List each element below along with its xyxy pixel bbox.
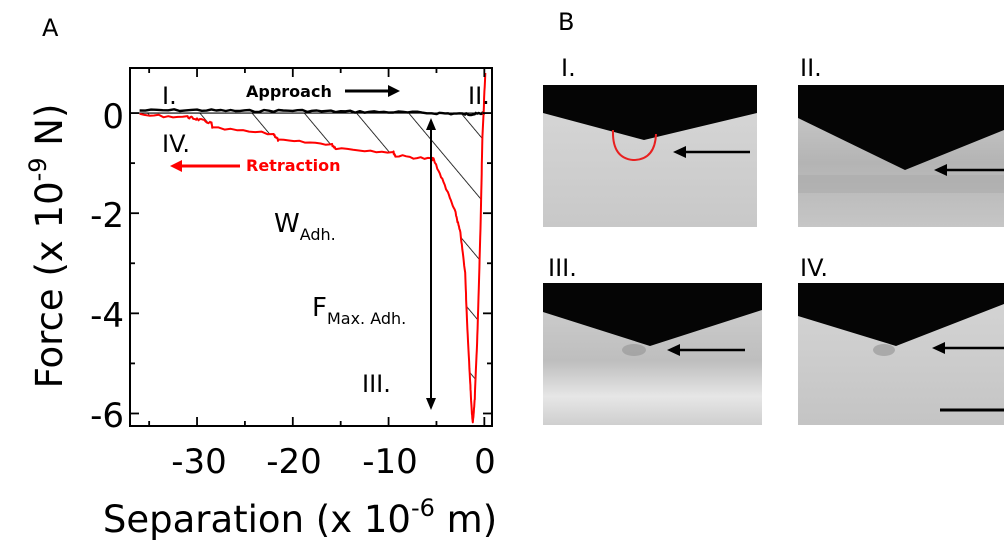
- micrograph-iv: [798, 283, 1004, 425]
- max-adhesion-arrowhead-bottom: [426, 398, 436, 410]
- arrow-icon: [932, 342, 945, 354]
- force-separation-plot: -30 -20 -10 0 0 -2 -4 -6 Separation (x 1…: [24, 67, 497, 541]
- micrograph-ii: [798, 85, 1004, 227]
- image-ii-label: II.: [800, 54, 822, 82]
- panel-b: I. II. III. IV.: [543, 54, 1004, 425]
- panel-a-label: A: [42, 14, 59, 42]
- retraction-curve: [139, 72, 487, 424]
- stage-ii-annotation: II.: [468, 82, 490, 110]
- stage-iv-annotation: IV.: [162, 130, 190, 158]
- image-iii-label: III.: [548, 254, 577, 282]
- y-tick-label: -4: [90, 296, 124, 336]
- arrow-icon: [673, 146, 686, 158]
- y-axis-title: Force (x 10-9 N): [24, 104, 71, 389]
- panel-b-label: B: [558, 8, 574, 36]
- work-of-adhesion-label: WAdh.: [274, 209, 336, 244]
- image-iv-label: IV.: [800, 254, 828, 282]
- y-tick-label: 0: [102, 97, 124, 137]
- arrow-icon: [934, 164, 947, 176]
- approach-curve: [139, 108, 486, 117]
- y-tick-label: -6: [90, 396, 124, 436]
- retraction-label: Retraction: [246, 156, 341, 175]
- micrograph-iii: [543, 283, 762, 425]
- micrograph-i: [543, 85, 757, 227]
- work-of-adhesion-hatch: [139, 113, 486, 424]
- x-tick-label: -10: [362, 442, 418, 482]
- arrow-icon: [667, 344, 680, 356]
- y-tick-label: -2: [90, 196, 124, 236]
- x-tick-label: -20: [266, 442, 322, 482]
- x-axis-title: Separation (x 10-6 m): [103, 494, 497, 541]
- max-adhesion-arrowhead-top: [426, 118, 436, 130]
- retraction-arrowhead: [170, 160, 182, 172]
- image-i-label: I.: [561, 54, 576, 82]
- stage-iii-annotation: III.: [362, 370, 391, 398]
- approach-label: Approach: [246, 82, 332, 101]
- x-tick-label: -30: [171, 442, 227, 482]
- stage-i-annotation: I.: [162, 82, 177, 110]
- contact-outline: [611, 129, 657, 162]
- plot-frame: [129, 67, 493, 427]
- approach-arrowhead: [388, 85, 400, 97]
- max-adhesion-force-label: FMax. Adh.: [312, 293, 406, 328]
- x-tick-label: 0: [474, 442, 496, 482]
